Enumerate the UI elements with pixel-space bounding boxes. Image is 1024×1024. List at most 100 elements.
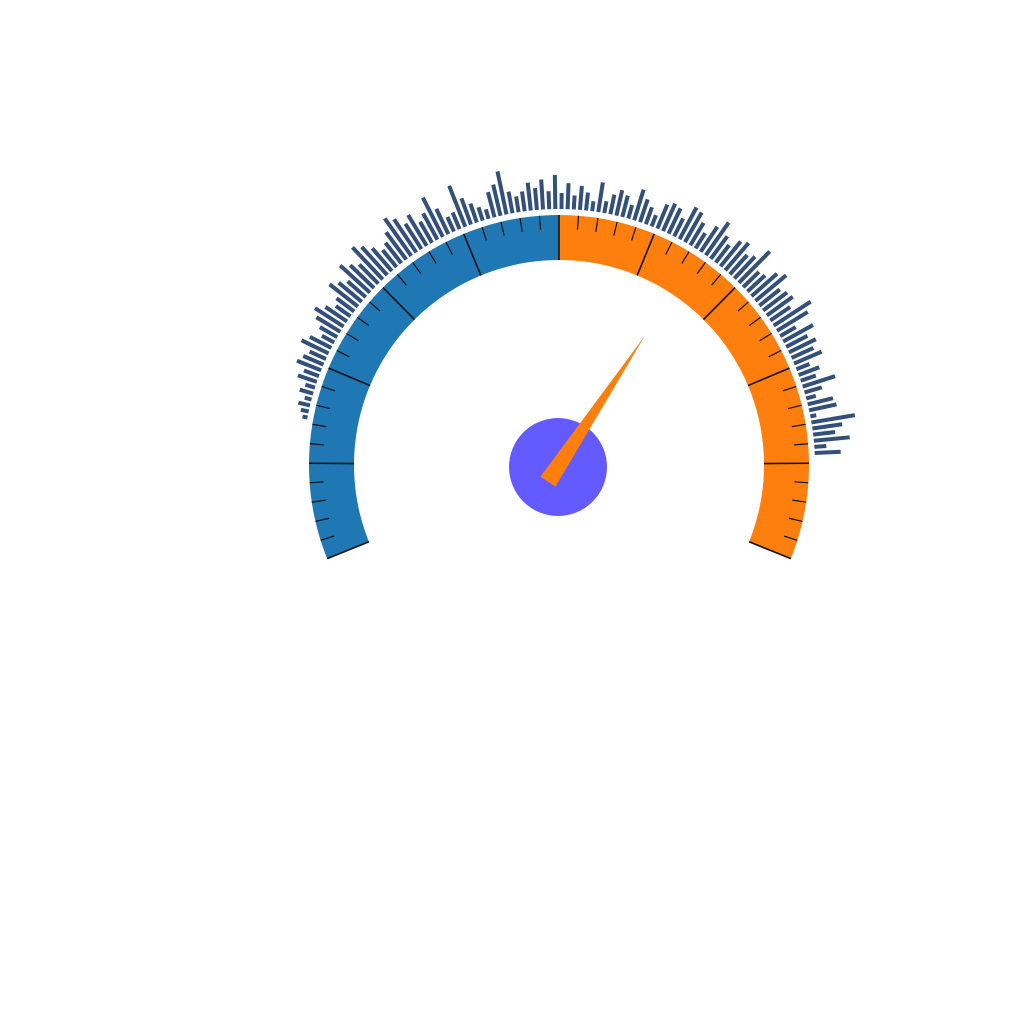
gauge-ticks — [309, 215, 809, 560]
gauge-minor-tick — [312, 423, 327, 428]
gauge-outer-bar — [324, 305, 349, 324]
gauge-minor-tick — [519, 217, 523, 232]
gauge-outer-bar — [297, 400, 311, 408]
gauge-outer-bar — [299, 387, 314, 396]
gauge-outer-bar — [584, 192, 590, 211]
gauge-outer-bar — [782, 323, 814, 344]
gauge-major-tick — [326, 541, 370, 560]
gauge-outer-bar — [638, 198, 650, 223]
gauge-outer-bar — [800, 373, 817, 383]
gauge-minor-tick — [336, 349, 350, 358]
gauge-outer-bar — [313, 306, 345, 329]
gauge-outer-bar — [337, 281, 364, 304]
gauge-outer-bar — [308, 349, 327, 361]
gauge-outer-bar — [384, 231, 408, 261]
gauge-minor-tick — [759, 332, 772, 342]
gauge-minor-tick — [665, 241, 673, 255]
gauge-outer-bar — [450, 211, 462, 230]
gauge-outer-bar — [626, 204, 635, 220]
gauge-outer-bar — [666, 207, 683, 235]
gauge-minor-tick — [576, 215, 580, 230]
gauge-minor-tick — [748, 316, 761, 326]
gauge-outer-bar — [381, 248, 399, 269]
gauge-outer-bar — [758, 287, 781, 308]
gauge-minor-tick — [309, 443, 324, 446]
gauge-outer-bar — [761, 290, 789, 313]
gauge-outer-bar — [775, 310, 809, 333]
gauge-outer-bar — [491, 184, 503, 217]
gauge-outer-bar — [328, 282, 360, 309]
gauge-outer-bar — [459, 197, 473, 226]
gauge-pointer-group — [509, 335, 645, 516]
gauge-minor-tick — [595, 217, 599, 232]
gauge-outer-bar — [812, 422, 843, 431]
gauge-outer-bar — [728, 253, 749, 276]
gauge-outer-bar — [590, 200, 596, 212]
gauge-bands — [309, 215, 809, 559]
gauge-minor-tick — [711, 274, 722, 286]
gauge-major-tick — [636, 233, 656, 276]
gauge-outer-bar — [445, 216, 456, 233]
gauge-outer-bar — [304, 382, 316, 390]
gauge-minor-tick — [696, 261, 706, 275]
gauge-outer-bar — [655, 203, 670, 230]
gauge-major-tick — [748, 541, 792, 560]
gauge-outer-bar — [737, 250, 772, 285]
gauge-minor-tick — [369, 301, 381, 312]
gauge-minor-tick — [321, 385, 336, 392]
gauge-outer-bar — [315, 315, 342, 334]
gauge-major-tick — [702, 287, 736, 321]
gauge-minor-tick — [794, 443, 809, 446]
gauge-outer-bar — [649, 214, 658, 228]
gauge-minor-tick — [737, 301, 749, 312]
gauge-outer-bar — [533, 187, 539, 211]
gauge-outer-bar — [565, 183, 571, 210]
gauge-outer-bar — [468, 202, 479, 224]
gauge-outer-bars — [296, 170, 856, 455]
gauge-outer-bar — [360, 245, 389, 277]
gauge-outer-bar — [520, 191, 527, 212]
gauge-outer-bar — [769, 305, 792, 323]
gauge-outer-bar — [486, 191, 497, 218]
gauge-minor-tick — [320, 535, 335, 541]
gauge-outer-bar — [421, 196, 445, 238]
gauge-outer-bar — [750, 272, 779, 298]
gauge-outer-bar — [795, 362, 811, 372]
gauge-outer-bar — [683, 211, 704, 244]
gauge-outer-bar — [320, 334, 336, 345]
gauge-outer-bar — [338, 264, 372, 294]
gauge-outer-bar — [302, 354, 325, 367]
gauge-outer-bar — [620, 195, 630, 218]
gauge-outer-bar — [802, 374, 836, 389]
gauge-outer-bar — [447, 185, 468, 228]
gauge-outer-bar — [370, 247, 394, 273]
gauge-outer-bar — [351, 246, 385, 281]
gauge-outer-bar — [434, 208, 451, 236]
gauge-outer-bar — [300, 407, 310, 414]
gauge-outer-bar — [571, 195, 577, 210]
gauge-outer-bar — [741, 270, 761, 289]
gauge-minor-tick — [791, 423, 806, 428]
gauge-outer-bar — [383, 217, 413, 258]
gauge-outer-bar — [699, 225, 719, 253]
gauge-outer-bar — [704, 221, 731, 257]
gauge-outer-bar — [793, 349, 823, 366]
gauge-minor-tick — [768, 349, 782, 358]
gauge-minor-tick — [783, 535, 798, 541]
gauge-outer-bar — [814, 449, 841, 455]
gauge-outer-bar — [418, 220, 434, 244]
gauge-outer-bar — [693, 232, 707, 250]
gauge-minor-tick — [309, 481, 324, 484]
gauge-outer-bar — [772, 300, 812, 328]
gauge-minor-tick — [316, 404, 330, 410]
gauge-outer-bar — [596, 182, 605, 213]
gauge-outer-bar — [808, 402, 837, 413]
gauge-minor-tick — [794, 481, 809, 484]
gauge-minor-tick — [346, 332, 359, 342]
gauge-outer-bar — [335, 296, 356, 314]
gauge-outer-bar — [421, 212, 440, 241]
gauge-outer-bar — [661, 202, 678, 232]
gauge-outer-bar — [406, 213, 429, 247]
